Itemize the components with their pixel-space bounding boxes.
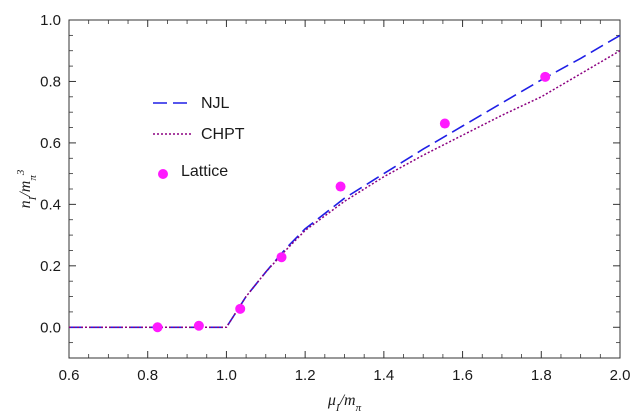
- y-tick-label: 0.4: [40, 196, 61, 213]
- y-tick-label: 0.8: [40, 73, 61, 90]
- lattice-point: [152, 322, 163, 333]
- lattice-point: [276, 252, 287, 263]
- lattice-point: [235, 303, 246, 314]
- lattice-point: [540, 71, 551, 82]
- legend-lattice-marker: [158, 169, 168, 179]
- y-axis-title: nI/mπ3: [15, 169, 39, 208]
- y-tick-label: 0.2: [40, 258, 61, 275]
- y-tick-label: 1.0: [40, 12, 61, 29]
- legend-item-lattice: Lattice: [158, 163, 228, 180]
- series-chpt-line: [69, 50, 621, 329]
- legend-item-njl: NJL: [153, 95, 230, 112]
- x-tick-label: 0.6: [59, 367, 80, 384]
- y-axis: 0.0 0.2 0.4 0.6 0.8 1.0: [40, 12, 620, 344]
- lattice-point: [193, 320, 204, 331]
- y-tick-label: 0.6: [40, 135, 61, 152]
- x-tick-label: 2.0: [610, 367, 631, 384]
- series-lattice: [152, 71, 551, 333]
- series-layer: [69, 34, 621, 333]
- x-tick-label: 1.2: [295, 367, 316, 384]
- legend-item-chpt: CHPT: [153, 126, 245, 143]
- legend-label: NJL: [201, 95, 230, 112]
- x-tick-label: 1.6: [452, 367, 473, 384]
- legend: NJL CHPT Lattice: [153, 95, 245, 180]
- y-tick-label: 0.0: [40, 319, 61, 336]
- x-tick-label: 1.4: [373, 367, 394, 384]
- x-axis-title: μI/mπ: [327, 392, 362, 413]
- series-njl-line: [69, 34, 621, 329]
- lattice-point: [335, 181, 346, 192]
- x-tick-label: 0.8: [137, 367, 158, 384]
- legend-label: CHPT: [201, 126, 245, 143]
- x-tick-label: 1.0: [216, 367, 237, 384]
- x-axis: 0.6 0.8 1.0 1.2 1.4 1.6 1.8 2.0: [59, 20, 631, 384]
- legend-label: Lattice: [181, 163, 228, 180]
- x-tick-label: 1.8: [531, 367, 552, 384]
- lattice-point: [439, 118, 450, 129]
